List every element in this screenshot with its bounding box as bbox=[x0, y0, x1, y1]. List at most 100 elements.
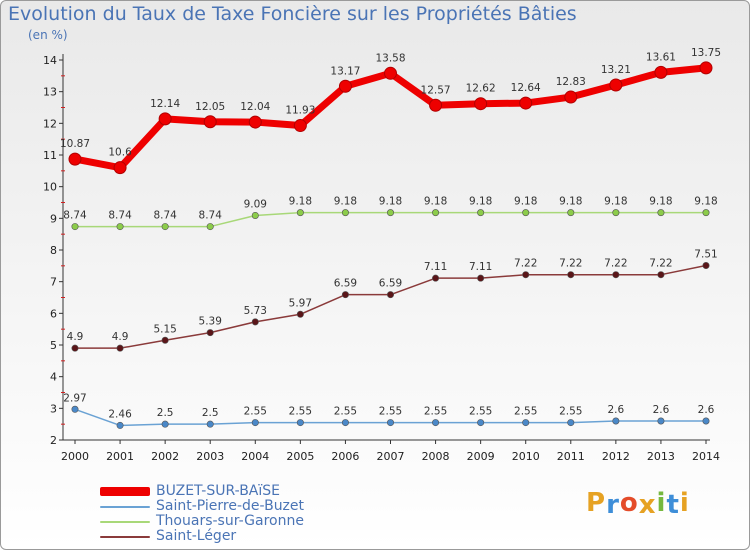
data-point bbox=[522, 271, 530, 279]
data-point bbox=[71, 344, 79, 352]
x-tick-label: 2014 bbox=[692, 450, 720, 463]
data-point bbox=[609, 78, 623, 92]
data-point bbox=[296, 310, 304, 318]
data-point bbox=[293, 119, 307, 133]
legend-swatch bbox=[100, 520, 150, 523]
data-point bbox=[477, 419, 485, 427]
data-label: 9.18 bbox=[334, 196, 357, 208]
data-point bbox=[702, 209, 710, 217]
x-tick-label: 2003 bbox=[196, 450, 224, 463]
data-label: 10.87 bbox=[60, 138, 90, 150]
data-label: 8.74 bbox=[63, 210, 87, 222]
data-point bbox=[251, 211, 259, 219]
data-point bbox=[477, 209, 485, 217]
y-tick-label: 9 bbox=[50, 212, 57, 225]
data-label: 2.55 bbox=[244, 406, 267, 418]
data-label: 12.04 bbox=[240, 101, 270, 113]
data-point bbox=[699, 61, 713, 75]
data-point bbox=[71, 223, 79, 231]
data-label: 7.11 bbox=[424, 261, 447, 273]
data-label: 4.9 bbox=[67, 331, 84, 343]
data-label: 10.6 bbox=[108, 147, 132, 159]
data-label: 2.6 bbox=[698, 404, 715, 416]
data-point bbox=[386, 419, 394, 427]
y-tick-label: 2 bbox=[50, 434, 57, 447]
data-point bbox=[206, 223, 214, 231]
data-label: 9.18 bbox=[649, 196, 672, 208]
x-tick-label: 2011 bbox=[557, 450, 585, 463]
data-label: 4.9 bbox=[112, 331, 129, 343]
y-tick-label: 10 bbox=[43, 181, 57, 194]
data-label: 9.18 bbox=[424, 196, 447, 208]
data-label: 9.09 bbox=[244, 198, 267, 210]
data-label: 2.6 bbox=[608, 404, 625, 416]
legend-swatch bbox=[100, 505, 150, 508]
y-tick-label: 8 bbox=[50, 244, 57, 257]
data-label: 9.18 bbox=[559, 196, 582, 208]
data-label: 2.5 bbox=[202, 407, 219, 419]
data-point bbox=[158, 112, 172, 126]
legend-item: Saint-Pierre-de-Buzet bbox=[100, 499, 304, 514]
data-label: 13.58 bbox=[375, 52, 405, 64]
legend-label: BUZET-SUR-BAïSE bbox=[156, 483, 281, 499]
data-label: 5.73 bbox=[244, 305, 267, 317]
data-point bbox=[71, 405, 79, 413]
data-label: 2.5 bbox=[157, 407, 174, 419]
data-point bbox=[161, 336, 169, 344]
data-label: 12.14 bbox=[150, 98, 180, 110]
y-tick-label: 12 bbox=[43, 117, 57, 130]
data-label: 8.74 bbox=[199, 210, 223, 222]
data-point bbox=[248, 115, 262, 129]
y-tick-label: 14 bbox=[43, 54, 57, 67]
data-point bbox=[522, 419, 530, 427]
data-label: 9.18 bbox=[514, 196, 537, 208]
data-label: 9.18 bbox=[289, 196, 312, 208]
data-point bbox=[296, 209, 304, 217]
data-label: 2.55 bbox=[379, 406, 402, 418]
data-label: 9.18 bbox=[694, 196, 717, 208]
y-tick-label: 3 bbox=[50, 402, 57, 415]
data-point bbox=[567, 209, 575, 217]
data-point bbox=[519, 96, 533, 110]
data-label: 13.17 bbox=[330, 65, 360, 77]
data-label: 13.21 bbox=[601, 64, 631, 76]
data-label: 7.22 bbox=[559, 258, 582, 270]
x-tick-label: 2000 bbox=[61, 450, 89, 463]
chart-legend: BUZET-SUR-BAïSE Saint-Pierre-de-Buzet Thou… bbox=[100, 484, 304, 544]
data-label: 2.55 bbox=[424, 406, 447, 418]
data-point bbox=[161, 223, 169, 231]
data-point bbox=[341, 419, 349, 427]
data-label: 12.83 bbox=[556, 76, 586, 88]
data-label: 6.59 bbox=[379, 278, 402, 290]
data-point bbox=[116, 344, 124, 352]
chart-title: Evolution du Taux de Taxe Foncière sur l… bbox=[8, 3, 577, 25]
legend-label: Saint-Pierre-de-Buzet bbox=[156, 498, 305, 514]
data-label: 7.11 bbox=[469, 261, 492, 273]
data-label: 7.51 bbox=[694, 249, 717, 261]
legend-swatch bbox=[100, 535, 150, 538]
data-label: 2.97 bbox=[63, 392, 86, 404]
y-tick-label: 7 bbox=[50, 276, 57, 289]
y-tick-label: 13 bbox=[43, 86, 57, 99]
data-point bbox=[654, 65, 668, 79]
legend-item: Saint-Léger bbox=[100, 529, 304, 544]
data-label: 12.64 bbox=[511, 82, 541, 94]
data-label: 9.18 bbox=[469, 196, 492, 208]
data-label: 7.22 bbox=[649, 258, 672, 270]
data-point bbox=[251, 318, 259, 326]
x-tick-label: 2005 bbox=[286, 450, 314, 463]
x-tick-label: 2002 bbox=[151, 450, 179, 463]
data-label: 6.59 bbox=[334, 278, 357, 290]
data-point bbox=[612, 417, 620, 425]
data-label: 12.62 bbox=[466, 83, 496, 95]
data-label: 5.15 bbox=[153, 323, 176, 335]
data-point bbox=[386, 209, 394, 217]
legend-swatch bbox=[100, 487, 150, 496]
data-label: 12.05 bbox=[195, 101, 225, 113]
data-point bbox=[612, 271, 620, 279]
data-point bbox=[116, 223, 124, 231]
data-point bbox=[474, 97, 488, 111]
data-label: 11.93 bbox=[285, 105, 315, 117]
data-label: 5.97 bbox=[289, 297, 312, 309]
